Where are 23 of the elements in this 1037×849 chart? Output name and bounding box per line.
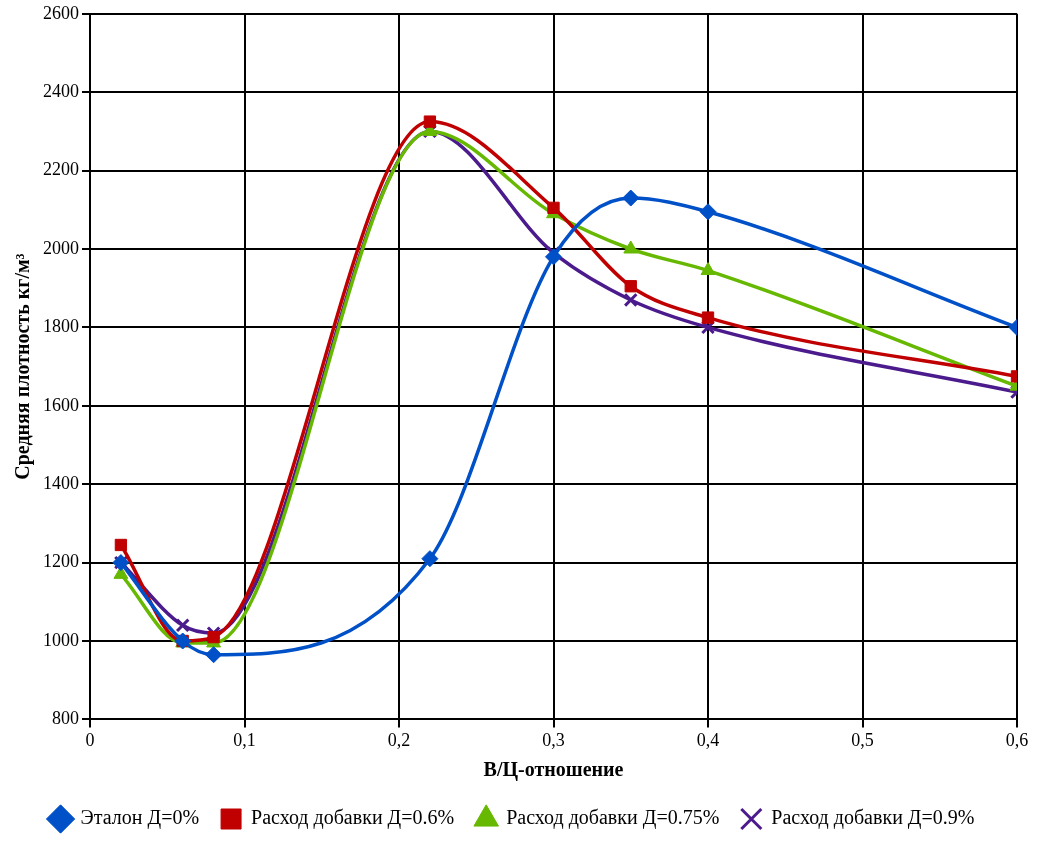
y-tick-label: 2600 [43, 2, 79, 23]
y-tick-label: 2000 [43, 237, 79, 258]
x-tick-label: 0,5 [851, 729, 874, 750]
legend-label: Расход добавки Д=0.9% [771, 806, 975, 830]
x-tick-label: 0,6 [1005, 729, 1029, 750]
x-tick-label: 0,2 [387, 729, 411, 750]
y-tick-label: 1600 [43, 394, 79, 415]
legend-label: Расход добавки Д=0.6% [251, 806, 455, 830]
x-tick-label: 0 [85, 729, 95, 750]
y-tick-label: 1400 [43, 472, 79, 493]
y-axis-title: Средняя плотность кг/м³ [11, 253, 35, 480]
x-axis-title: В/Ц-отношение [483, 758, 624, 782]
y-tick-label: 800 [52, 708, 79, 729]
y-tick-label: 2400 [43, 80, 79, 101]
x-tick-label: 0,4 [696, 729, 720, 750]
legend-label: Эталон Д=0% [80, 806, 200, 830]
y-tick-label: 1000 [43, 629, 79, 650]
y-tick-label: 1800 [43, 316, 79, 337]
y-tick-label: 1200 [43, 551, 79, 572]
x-tick-label: 0,3 [542, 729, 565, 750]
x-tick-label: 0,1 [233, 729, 256, 750]
legend-label: Расход добавки Д=0.75% [506, 806, 720, 830]
y-tick-label: 2200 [43, 159, 79, 180]
